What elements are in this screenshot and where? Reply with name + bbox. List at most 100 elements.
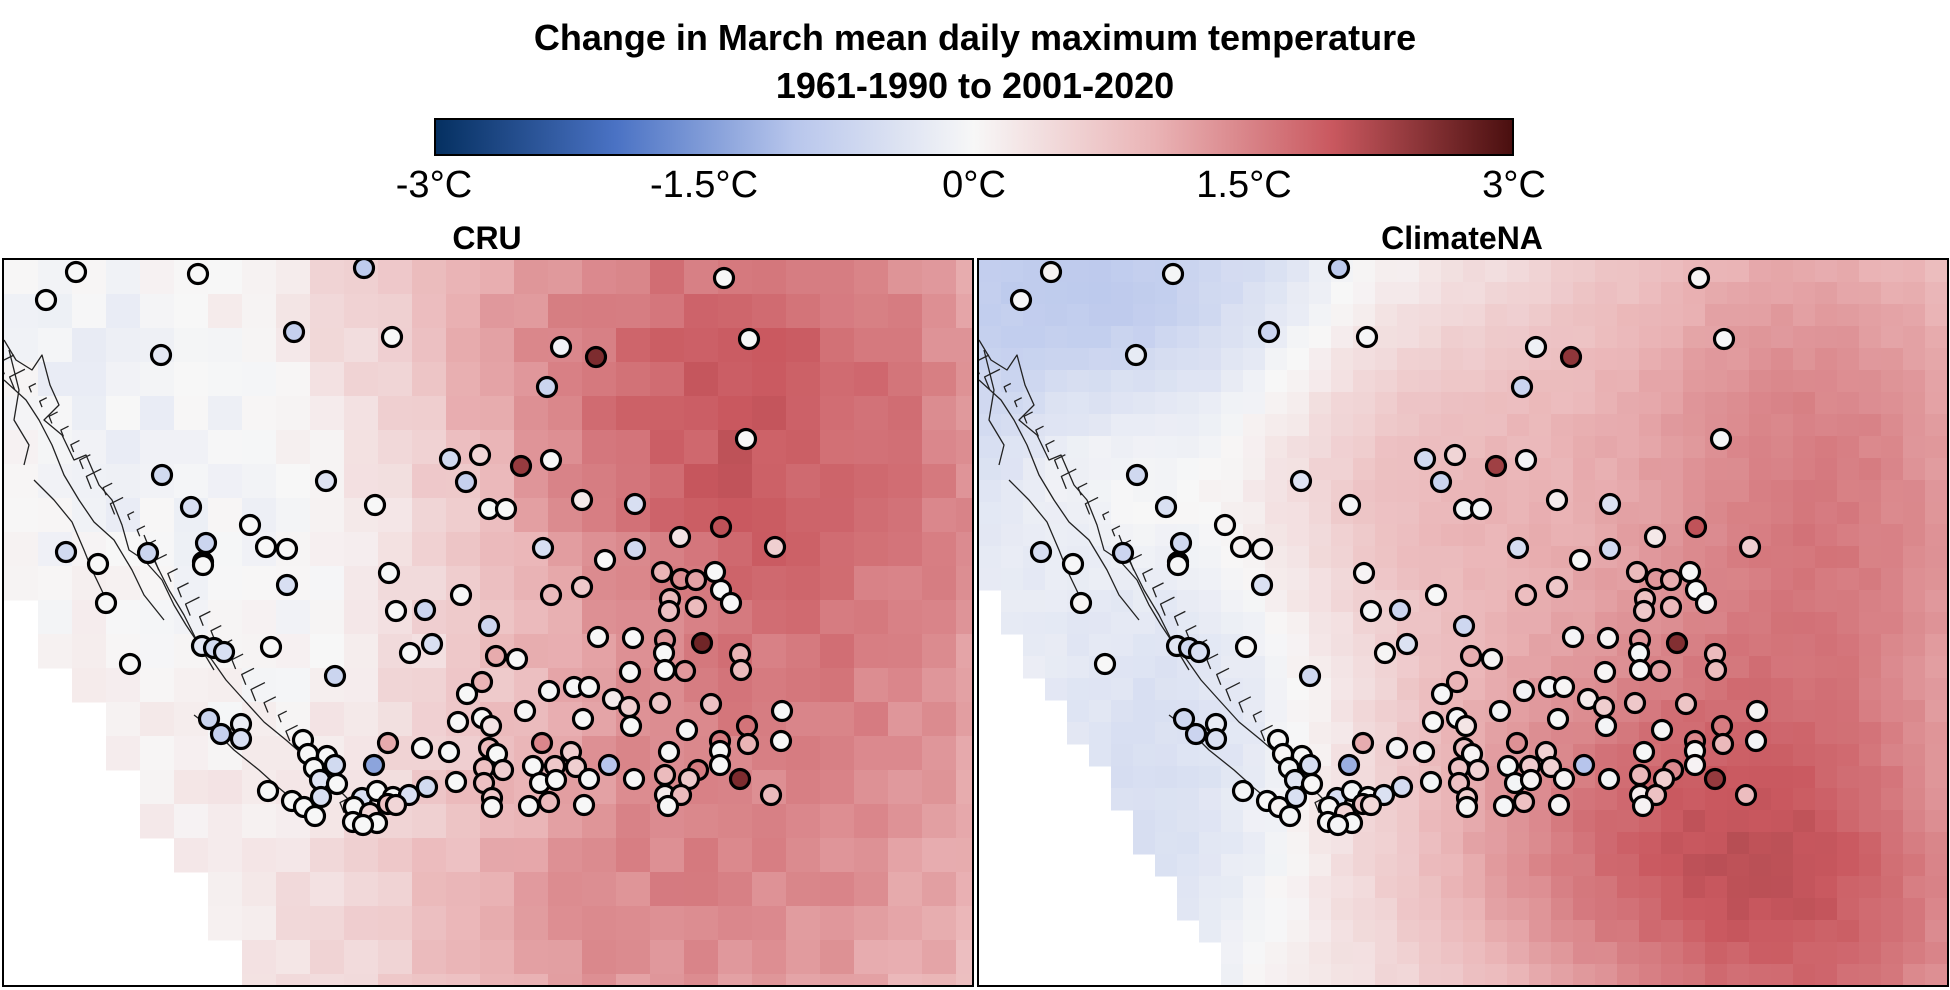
raster-cell bbox=[1155, 348, 1178, 371]
raster-cell bbox=[1331, 414, 1354, 437]
raster-cell bbox=[1397, 458, 1420, 481]
raster-cell bbox=[310, 702, 345, 737]
raster-cell bbox=[1617, 414, 1640, 437]
raster-cell bbox=[752, 668, 787, 703]
raster-cell bbox=[412, 566, 447, 601]
raster-cell bbox=[1111, 282, 1134, 305]
raster-cell bbox=[548, 260, 583, 295]
raster-cell bbox=[1199, 304, 1222, 327]
raster-cell bbox=[1419, 502, 1442, 525]
raster-cell bbox=[1309, 304, 1332, 327]
station-marker bbox=[1061, 552, 1085, 576]
station-marker bbox=[1512, 790, 1536, 814]
raster-cell bbox=[1199, 392, 1222, 415]
raster-cell bbox=[1793, 700, 1816, 723]
station-marker bbox=[509, 454, 533, 478]
raster-cell bbox=[1177, 876, 1200, 899]
raster-cell bbox=[752, 566, 787, 601]
raster-cell bbox=[1221, 656, 1244, 679]
raster-cell bbox=[1859, 480, 1882, 503]
raster-cell bbox=[1375, 260, 1398, 283]
raster-cell bbox=[1793, 942, 1816, 965]
raster-cell bbox=[1199, 480, 1222, 503]
raster-cell bbox=[1639, 326, 1662, 349]
station-marker bbox=[1625, 560, 1649, 584]
raster-cell bbox=[1749, 832, 1772, 855]
raster-cell bbox=[1199, 458, 1222, 481]
raster-cell bbox=[1463, 260, 1486, 283]
raster-cell bbox=[1815, 370, 1838, 393]
raster-cell bbox=[1353, 942, 1376, 965]
station-marker bbox=[675, 718, 699, 742]
raster-cell bbox=[922, 294, 957, 329]
raster-cell bbox=[979, 480, 1002, 503]
raster-cell bbox=[1815, 832, 1838, 855]
coastline-inlet bbox=[1084, 496, 1099, 515]
raster-cell bbox=[1353, 304, 1376, 327]
raster-cell bbox=[310, 634, 345, 669]
station-marker bbox=[1592, 695, 1616, 719]
raster-cell bbox=[1199, 436, 1222, 459]
raster-cell bbox=[480, 328, 515, 363]
station-marker bbox=[1659, 595, 1683, 619]
raster-cell bbox=[1243, 414, 1266, 437]
raster-cell bbox=[1859, 282, 1882, 305]
raster-cell bbox=[1881, 348, 1904, 371]
station-marker bbox=[1561, 625, 1585, 649]
raster-cell bbox=[208, 464, 243, 499]
raster-cell bbox=[1309, 876, 1332, 899]
raster-cell bbox=[1793, 898, 1816, 921]
raster-cell bbox=[1089, 304, 1112, 327]
raster-cell bbox=[1859, 810, 1882, 833]
station-marker bbox=[1172, 707, 1196, 731]
station-marker bbox=[1744, 729, 1768, 753]
raster-cell bbox=[1815, 634, 1838, 657]
station-marker bbox=[1514, 583, 1538, 607]
raster-cell bbox=[1859, 590, 1882, 613]
raster-cell bbox=[1793, 656, 1816, 679]
raster-cell bbox=[1617, 502, 1640, 525]
station-marker bbox=[479, 714, 503, 738]
raster-cell bbox=[1617, 326, 1640, 349]
raster-cell bbox=[1375, 964, 1398, 985]
raster-cell bbox=[1639, 502, 1662, 525]
raster-cell bbox=[888, 260, 923, 295]
raster-cell bbox=[718, 940, 753, 975]
station-marker bbox=[673, 659, 697, 683]
raster-cell bbox=[888, 498, 923, 533]
raster-cell bbox=[1727, 832, 1750, 855]
raster-cell bbox=[1881, 656, 1904, 679]
raster-cell bbox=[1683, 810, 1706, 833]
coastline-inlet bbox=[70, 439, 80, 453]
raster-cell bbox=[854, 770, 889, 805]
raster-cell bbox=[1309, 326, 1332, 349]
raster-cell bbox=[1155, 326, 1178, 349]
raster-cell bbox=[1089, 370, 1112, 393]
raster-cell bbox=[140, 294, 175, 329]
raster-cell bbox=[1771, 942, 1794, 965]
raster-cell bbox=[1265, 964, 1288, 985]
raster-cell bbox=[1859, 348, 1882, 371]
raster-cell bbox=[922, 770, 957, 805]
raster-cell bbox=[1375, 546, 1398, 569]
raster-cell bbox=[1771, 458, 1794, 481]
raster-cell bbox=[820, 260, 855, 295]
station-marker bbox=[1710, 714, 1734, 738]
raster-cell bbox=[888, 532, 923, 567]
station-marker bbox=[1628, 763, 1652, 787]
raster-cell bbox=[1419, 304, 1442, 327]
raster-cell bbox=[1859, 854, 1882, 877]
raster-cell bbox=[276, 940, 311, 975]
raster-cell bbox=[888, 940, 923, 975]
raster-cell bbox=[548, 974, 583, 985]
raster-cell bbox=[752, 906, 787, 941]
raster-cell bbox=[310, 396, 345, 431]
station-marker bbox=[1289, 469, 1313, 493]
raster-cell bbox=[1155, 656, 1178, 679]
station-marker bbox=[709, 515, 733, 539]
raster-cell bbox=[1199, 854, 1222, 877]
raster-cell bbox=[1573, 260, 1596, 283]
raster-cell bbox=[106, 362, 141, 397]
station-marker bbox=[1298, 664, 1322, 688]
raster-cell bbox=[208, 260, 243, 295]
